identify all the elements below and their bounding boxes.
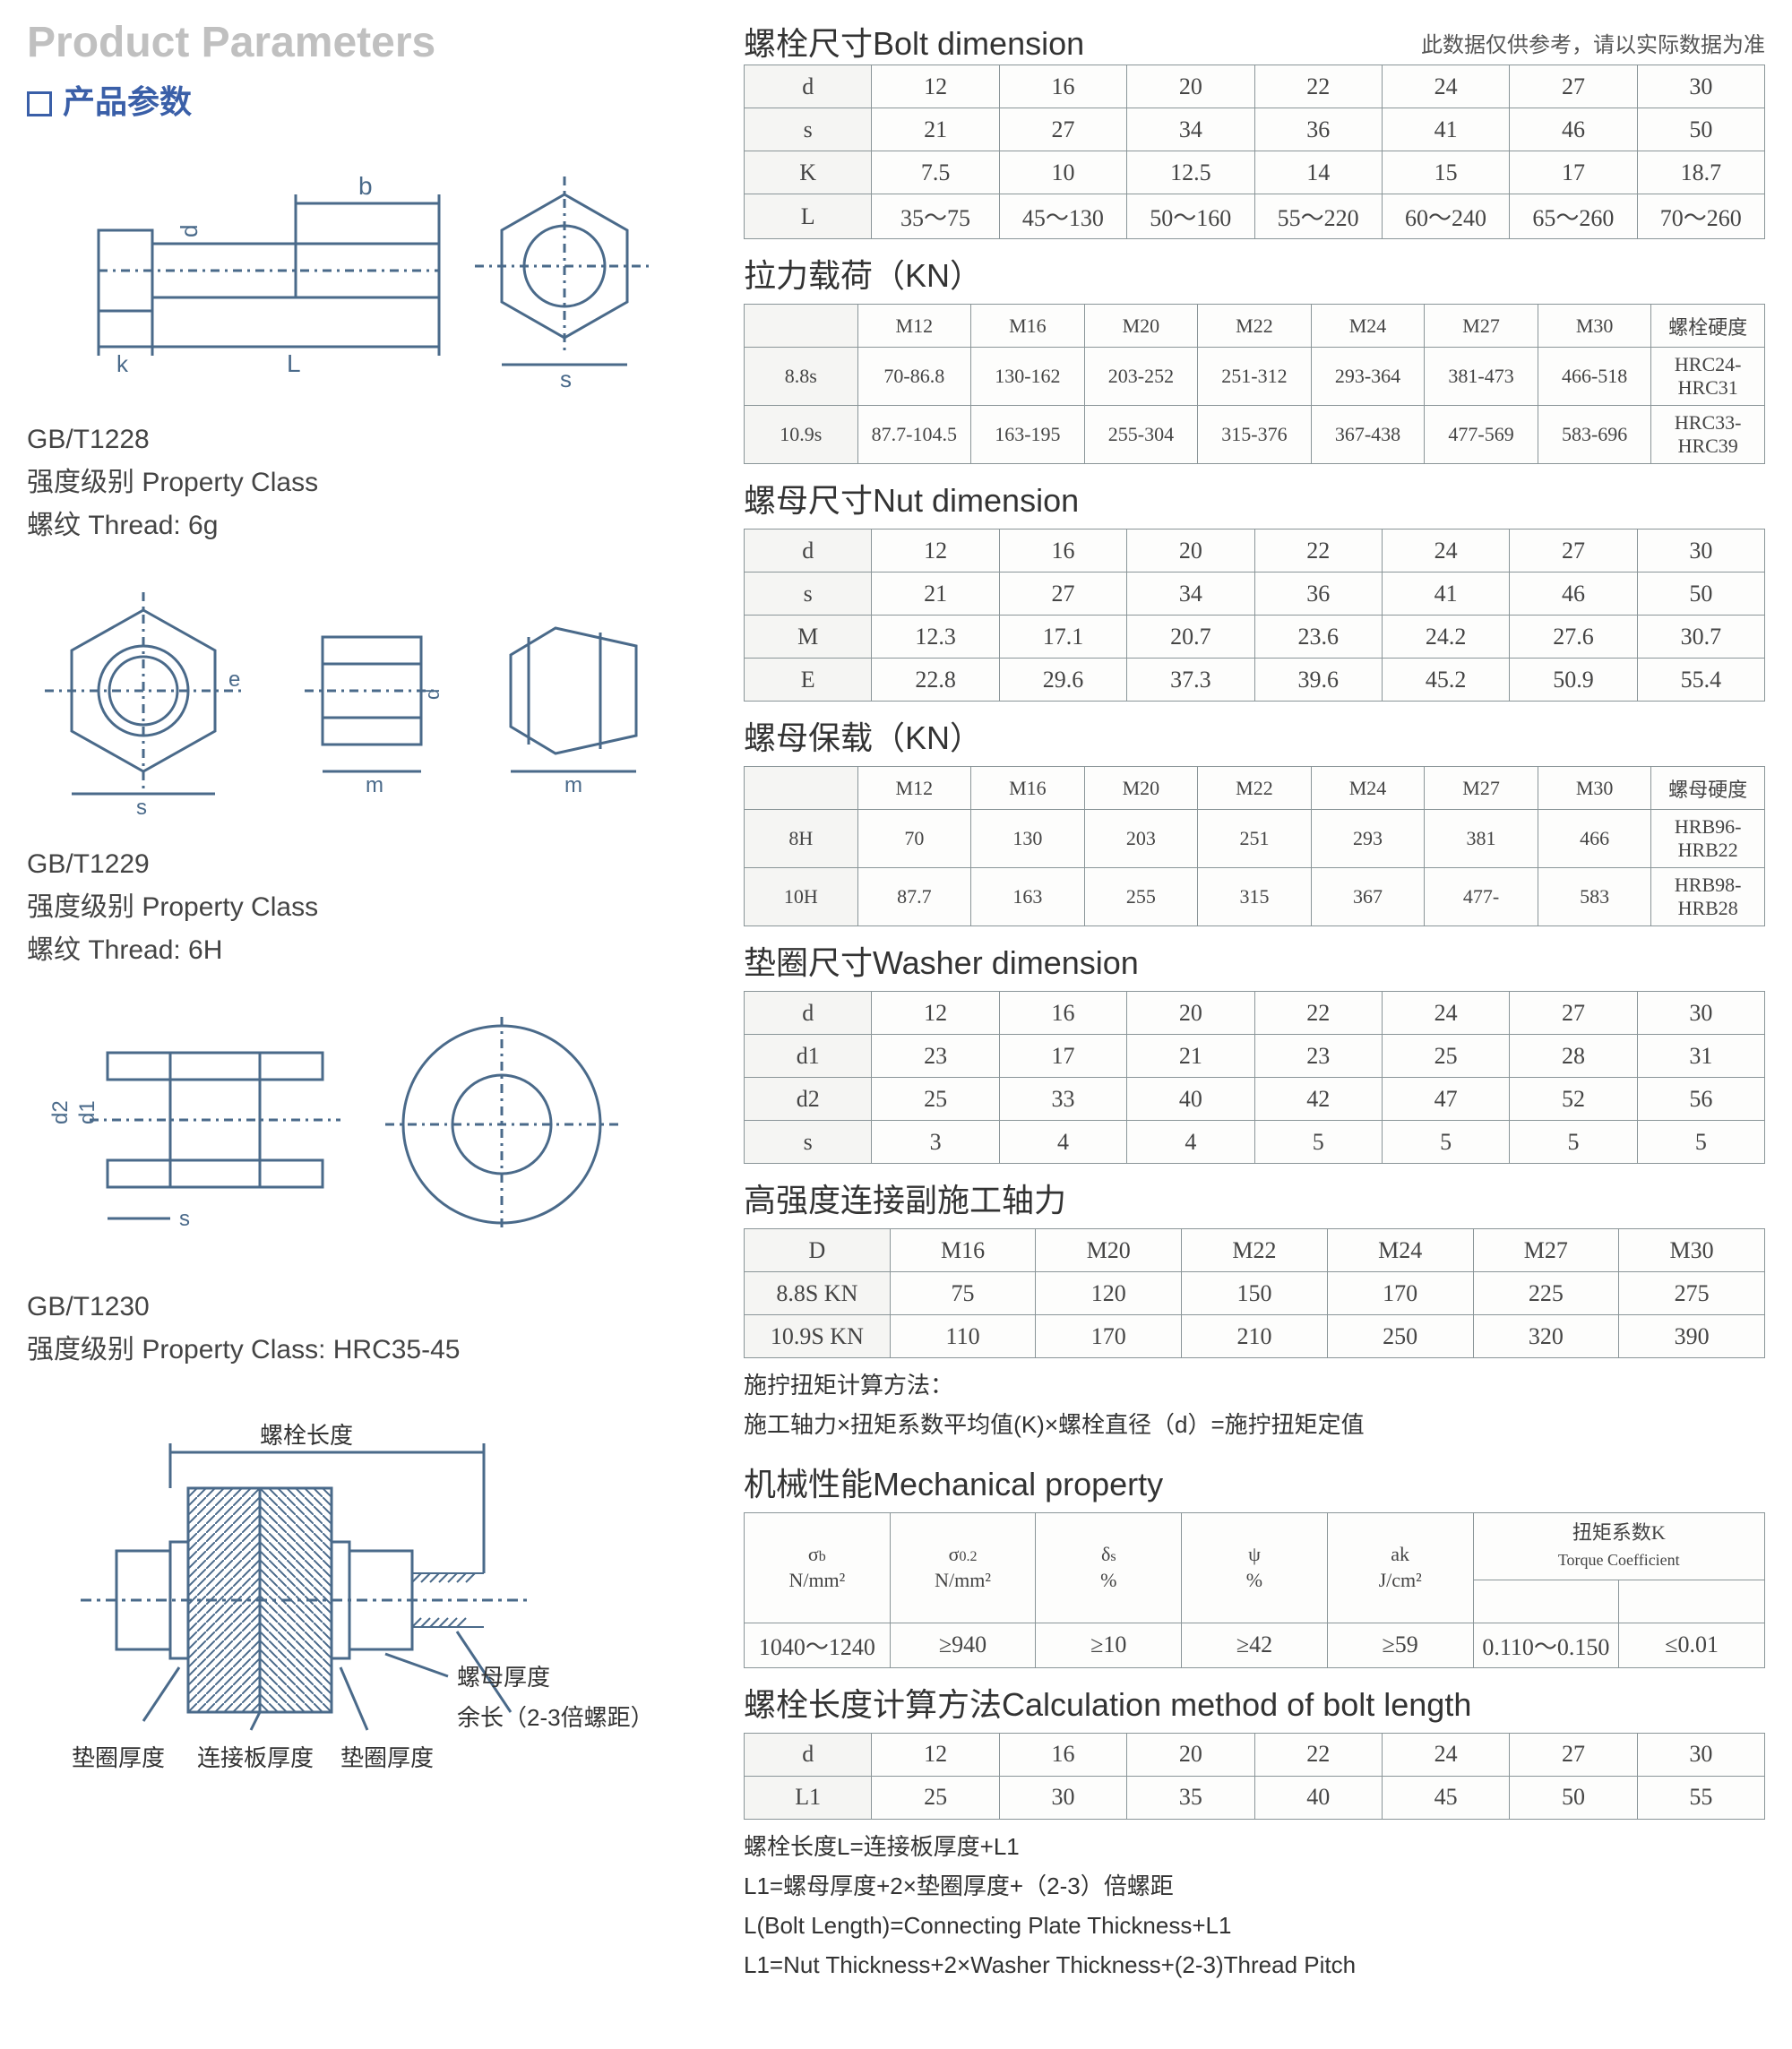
svg-text:s: s: [136, 796, 147, 816]
mech-title: 机械性能Mechanical property: [744, 1459, 1765, 1505]
nut-diagram: s e m d m: [27, 583, 708, 816]
tension-table: M12M16M20M22M24M27M30螺栓硬度8.8s70-86.8130-…: [744, 304, 1765, 464]
washer-dim-table: d12162022242730d123172123252831d22533404…: [744, 991, 1765, 1164]
svg-text:L: L: [287, 349, 301, 377]
svg-text:连接板厚度: 连接板厚度: [197, 1744, 314, 1771]
bolt-dim-note: 此数据仅供参考，请以实际数据为准: [1421, 27, 1765, 58]
nut-load-title: 螺母保载（KN）: [744, 712, 1765, 759]
nut-load-table: M12M16M20M22M24M27M30螺母硬度8H7013020325129…: [744, 766, 1765, 926]
calc-notes: 螺栓长度L=连接板厚度+L1L1=螺母厚度+2×垫圈厚度+（2-3）倍螺距L(B…: [744, 1827, 1765, 1985]
svg-text:螺母厚度: 螺母厚度: [457, 1664, 550, 1691]
svg-text:k: k: [116, 350, 129, 377]
calc-table: d12162022242730L125303540455055: [744, 1733, 1765, 1820]
svg-text:b: b: [358, 172, 373, 200]
nut-dim-title: 螺母尺寸Nut dimension: [744, 475, 1765, 521]
spec3: GB/T1230 强度级别 Property Class: HRC35-45: [27, 1286, 708, 1372]
svg-text:垫圈厚度: 垫圈厚度: [72, 1744, 165, 1771]
bolt-dim-title: 螺栓尺寸Bolt dimension: [744, 25, 1084, 62]
washer-diagram: d2 d1 s: [27, 1008, 708, 1259]
bolt-dim-table: d12162022242730s21273436414650K7.51012.5…: [744, 65, 1765, 239]
svg-text:垫圈厚度: 垫圈厚度: [340, 1744, 434, 1771]
svg-text:余长（2-3倍螺距）: 余长（2-3倍螺距）: [457, 1704, 654, 1731]
svg-text:d: d: [176, 225, 202, 237]
svg-text:m: m: [564, 773, 582, 797]
calc-title: 螺栓长度计算方法Calculation method of bolt lengt…: [744, 1679, 1765, 1726]
bolt-diagram: b d L k s: [27, 141, 708, 392]
title-blue: 产品参数: [27, 76, 708, 123]
axial-note: 施拧扭矩计算方法： 施工轴力×扭矩系数平均值(K)×螺栓直径（d）=施拧扭矩定值: [744, 1365, 1765, 1444]
assembly-diagram: 螺栓长度 垫圈厚度 连接板厚度 垫圈厚度 螺母厚度 余长（2-3倍螺距）: [27, 1408, 708, 1784]
svg-text:d: d: [421, 689, 444, 700]
right-column: 螺栓尺寸Bolt dimension 此数据仅供参考，请以实际数据为准 d121…: [744, 18, 1765, 1999]
spec2: GB/T1229 强度级别 Property Class 螺纹 Thread: …: [27, 843, 708, 972]
svg-text:螺栓长度: 螺栓长度: [260, 1422, 353, 1449]
svg-text:s: s: [179, 1207, 190, 1231]
svg-text:m: m: [366, 773, 383, 797]
svg-text:s: s: [560, 366, 572, 392]
title-gray: Product Parameters: [27, 18, 708, 67]
nut-dim-table: d12162022242730s21273436414650M12.317.12…: [744, 529, 1765, 702]
left-column: Product Parameters 产品参数 b d: [27, 18, 708, 1999]
mech-table: σbN/mm² σ0.2N/mm² δs% ψ% akJ/cm² 扭矩系数KTo…: [744, 1512, 1765, 1667]
spec1: GB/T1228 强度级别 Property Class 螺纹 Thread: …: [27, 418, 708, 547]
svg-text:d1: d1: [75, 1100, 99, 1124]
axial-table: DM16M20M22M24M27M308.8S KN75120150170225…: [744, 1228, 1765, 1358]
axial-title: 高强度连接副施工轴力: [744, 1175, 1765, 1221]
svg-text:d2: d2: [48, 1100, 73, 1124]
square-icon: [27, 91, 52, 116]
tension-title: 拉力载荷（KN）: [744, 250, 1765, 297]
washer-dim-title: 垫圈尺寸Washer dimension: [744, 937, 1765, 984]
svg-text:e: e: [228, 667, 240, 692]
